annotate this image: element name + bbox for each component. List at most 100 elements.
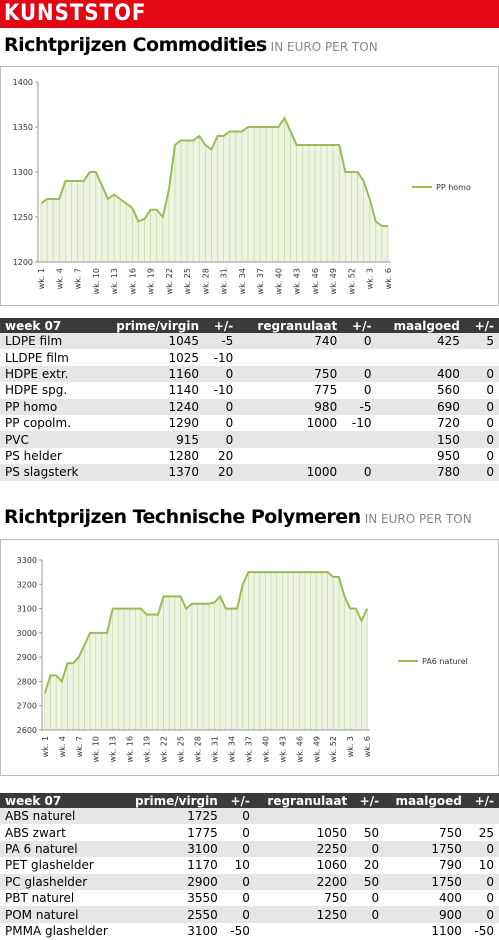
- cell: 0: [222, 808, 255, 825]
- y-tick-label: 1250: [13, 213, 33, 222]
- x-tick-label: wk. 43: [278, 736, 287, 762]
- cell: 780: [376, 464, 465, 481]
- x-tick-label: wk. 4: [55, 268, 64, 289]
- cell: 1025: [168, 350, 199, 365]
- row: PA 6 naturel 3100 0 2250 0 1750 0: [0, 840, 499, 858]
- cell: [465, 349, 499, 365]
- cell: 1240: [96, 398, 204, 415]
- x-tick-label: wk. 31: [220, 268, 229, 294]
- cell: 25: [478, 825, 494, 840]
- row: LDPE film 1045 -5 740 0 425 5: [0, 333, 499, 350]
- y-tick-label: 3300: [17, 556, 37, 565]
- cell: PP copolm.: [5, 416, 72, 431]
- cell: PS slagsterk: [0, 464, 97, 481]
- x-tick-label: wk. 31: [210, 736, 219, 762]
- cell: 980: [238, 398, 343, 415]
- x-tick-label: wk. 3: [366, 268, 375, 289]
- area: [41, 118, 388, 262]
- header-cell: regranulaat: [254, 793, 353, 808]
- cell: 1060: [316, 858, 348, 873]
- row: ABS zwart 1775 0 1050 50 750 25: [0, 824, 499, 840]
- cell: PMMA glashelder: [5, 923, 108, 938]
- row: PET glashelder 1170 10 1060 20 790 10: [0, 857, 499, 873]
- legend-label: PP homo: [436, 183, 471, 192]
- cell: 0: [371, 891, 380, 906]
- cell: 2900: [122, 873, 223, 890]
- cell: 950: [436, 448, 460, 463]
- cell: 0: [222, 873, 255, 890]
- cell: 20: [203, 464, 239, 481]
- row: ABS naturel 1725 0: [0, 808, 499, 825]
- cell: 750: [438, 825, 462, 840]
- x-tick-label: wk. 22: [160, 736, 169, 762]
- row: HDPE extr. 1160 0 750 0 400 0: [0, 365, 499, 383]
- cell: 50: [363, 825, 380, 840]
- cell: 1250: [254, 906, 353, 923]
- cell: 1370: [96, 464, 204, 481]
- cell: LDPE film: [0, 333, 97, 350]
- header-cell: maalgoed: [376, 318, 465, 333]
- row: POM naturel 2550 0 1250 0 900 0: [0, 906, 499, 923]
- cell: 775: [314, 383, 338, 398]
- x-tick-label: wk. 19: [147, 268, 156, 294]
- cell: 0: [342, 464, 377, 481]
- cell: LLDPE film: [5, 350, 69, 365]
- cell: 5: [464, 333, 499, 350]
- cell: [376, 349, 464, 365]
- cell: 425: [376, 333, 465, 350]
- cell: PP homo: [0, 398, 97, 415]
- x-tick-label: wk. 46: [311, 268, 320, 294]
- cell: 0: [222, 906, 255, 923]
- cell: 0: [203, 365, 239, 383]
- x-tick-label: wk. 25: [183, 268, 192, 294]
- cell: 3550: [187, 891, 218, 906]
- cell: 750: [238, 365, 343, 383]
- x-tick-label: wk. 13: [109, 736, 118, 762]
- y-tick-label: 1400: [13, 78, 33, 87]
- x-tick-label: wk. 4: [58, 736, 67, 757]
- cell: ABS naturel: [0, 808, 123, 825]
- header-cell: regranulaat: [238, 318, 343, 333]
- y-tick-label: 2700: [17, 702, 37, 711]
- header-row: week 07 prime/virgin +/- regranulaat +/- maal…: [0, 793, 499, 808]
- x-tick-label: wk. 37: [244, 736, 253, 762]
- x-tick-label: wk. 43: [293, 268, 302, 294]
- cell: 1170: [187, 858, 218, 873]
- cell: HDPE spg.: [5, 383, 68, 398]
- cell: 1280: [168, 448, 199, 463]
- line: [43, 571, 369, 694]
- header-cell: prime/virgin: [96, 318, 204, 333]
- y-tick-label: 1350: [13, 123, 33, 132]
- cell: 0: [486, 383, 494, 398]
- cell: 400: [376, 365, 465, 383]
- x-tick-label: wk. 52: [347, 268, 356, 294]
- title: Richtprijzen Technische Polymeren IN EURO…: [4, 506, 472, 528]
- x-tick-label: wk. 52: [329, 736, 338, 762]
- x-tick-label: wk. 6: [384, 268, 393, 289]
- cell: 1725: [122, 808, 223, 825]
- x-tick-label: wk. 7: [74, 268, 83, 289]
- row: PS slagsterk 1370 20 1000 0 780 0: [0, 464, 499, 481]
- x-tick-label: wk. 37: [256, 268, 265, 294]
- row: PS helder 1280 20 950 0: [0, 448, 499, 464]
- cell: [342, 431, 377, 448]
- y-tick-label: 3100: [17, 605, 37, 614]
- price-table: week 07 prime/virgin +/- regranulaat +/- maal…: [0, 793, 499, 939]
- title-text: Richtprijzen Commodities: [4, 34, 267, 56]
- cell: [238, 431, 343, 448]
- cell: ABS zwart: [5, 825, 66, 840]
- y-tick-label: 1200: [13, 258, 33, 267]
- title: Richtprijzen Commodities IN EURO PER TON: [4, 34, 378, 56]
- header-cell: week 07: [0, 318, 97, 333]
- cell: -10: [351, 416, 372, 431]
- cell: 0: [352, 840, 385, 858]
- x-tick-label: wk. 6: [363, 736, 372, 757]
- cell: 1000: [238, 464, 343, 481]
- cell: 0: [342, 365, 377, 383]
- cell: 0: [466, 840, 499, 858]
- legend-label: PA6 naturel: [422, 657, 468, 666]
- cell: 1100: [431, 923, 462, 938]
- header-cell: +/-: [222, 793, 255, 808]
- header-row: week 07 prime/virgin +/- regranulaat +/- maal…: [0, 318, 499, 333]
- row: PP copolm. 1290 0 1000 -10 720 0: [0, 415, 499, 431]
